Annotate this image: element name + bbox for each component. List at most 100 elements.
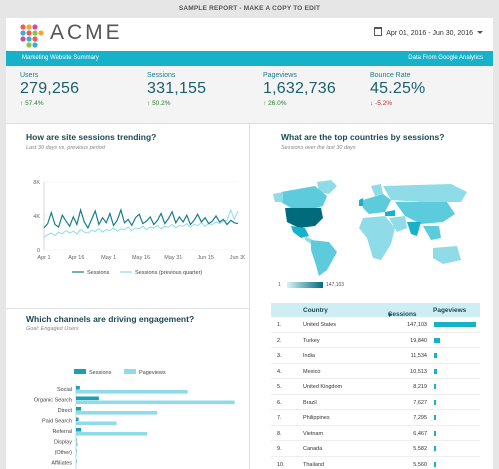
chevron-down-icon	[477, 31, 483, 34]
arrow-up-icon: ↑	[263, 100, 267, 107]
bar-pageviews	[76, 421, 117, 426]
sessions-line-chart: 0 4K 8K Apr 1 Apr 16 May 1 May 16 May 31 Jun 15 J…	[33, 180, 245, 276]
row-country: Vietnam	[303, 430, 324, 437]
row-rank: 6.	[277, 399, 282, 406]
world-map[interactable]	[271, 178, 476, 278]
bar-pageviews	[76, 390, 188, 394]
kpi-change: ↑ 57.4%	[20, 100, 79, 107]
kpi-label: Sessions	[147, 72, 176, 79]
table-row[interactable]: 8. Vietnam 6,467	[271, 426, 480, 441]
table-row[interactable]: 4. Mexico 10,513	[271, 364, 480, 379]
row-pageviews-bar	[434, 353, 438, 358]
row-sessions: 8,219	[413, 384, 427, 390]
row-country: Philippines	[303, 415, 330, 421]
bar-pageviews	[76, 400, 235, 405]
table-row[interactable]: 9. Canada 5,582	[271, 441, 480, 457]
bar-pageviews	[76, 453, 77, 457]
category-label: Paid Search	[42, 419, 72, 425]
map-united-states	[285, 208, 323, 228]
table-row[interactable]: 3. India 11,534	[271, 348, 480, 364]
row-country: Mexico	[303, 368, 321, 375]
bar-sessions	[76, 407, 82, 411]
row-pageviews-bar	[434, 399, 437, 405]
map-alaska	[273, 192, 283, 202]
map-turkey	[385, 210, 395, 216]
kpi-change-value: 26.0%	[268, 100, 287, 107]
kpi-value: 1,632,736	[263, 80, 336, 97]
row-pageviews-bar	[434, 322, 476, 327]
row-rank: 8.	[277, 430, 282, 437]
arrow-up-icon: ↑	[147, 100, 151, 107]
x-tick-label: Jun 15	[197, 255, 214, 261]
row-sessions: 147,103	[407, 322, 427, 328]
row-pageviews-bar	[434, 430, 436, 436]
map-russia	[383, 184, 467, 202]
kpi-change: ↑ 26.0%	[263, 100, 336, 107]
column-header-country[interactable]: Country	[303, 307, 328, 314]
map-greenland	[317, 180, 337, 194]
row-country: Canada	[303, 446, 323, 452]
legend-label: Sessions	[89, 370, 112, 376]
table-row[interactable]: 5. United Kingdom 8,219	[271, 379, 480, 395]
kpi-value: 331,155	[147, 80, 207, 97]
kpi-users: Users 279,256 ↑ 57.4%	[20, 72, 79, 107]
row-pageviews-bar	[434, 461, 436, 467]
row-rank: 4.	[277, 368, 282, 375]
logo-text: ACME	[50, 21, 123, 44]
map-color-scale	[287, 282, 323, 288]
date-range-control[interactable]: Apr 01, 2016 - Jun 30, 2016	[374, 27, 483, 37]
series-line-sessions	[43, 207, 239, 230]
row-sessions: 7,295	[413, 415, 427, 421]
bar-pageviews	[76, 411, 158, 415]
table-row[interactable]: 7. Philippines 7,295	[271, 410, 480, 426]
bar-sessions	[76, 396, 99, 401]
map-south-america	[311, 240, 337, 276]
row-sessions: 10,513	[410, 368, 427, 375]
report-subheader: Marketing Website Summary Data From Goog…	[6, 51, 493, 66]
sessions-trend-subtitle: Last 30 days vs. previous period	[26, 145, 105, 151]
category-label: Affiliates	[51, 461, 72, 467]
row-sessions: 19,840	[410, 337, 427, 344]
map-uk	[359, 198, 363, 206]
category-label: Organic Search	[34, 398, 72, 404]
row-country: United Kingdom	[303, 384, 343, 390]
kpi-label: Pageviews	[263, 72, 297, 79]
bar-sessions	[76, 417, 79, 422]
table-row[interactable]: 6. Brazil 7,627	[271, 395, 480, 410]
column-header-pageviews[interactable]: Pageviews	[433, 307, 467, 314]
kpi-change-value: 50.2%	[152, 100, 171, 107]
x-tick-label: May 1	[101, 255, 116, 261]
y-tick-label: 8K	[33, 180, 40, 186]
legend-label: Pageviews	[139, 370, 166, 376]
date-range-label: Apr 01, 2016 - Jun 30, 2016	[386, 30, 473, 37]
table-row[interactable]: 2. Turkey 19,840	[271, 333, 480, 348]
countries-table: Country Sessions ▾ Pageviews 1. United St…	[271, 303, 480, 469]
kpi-change-value: -5.2%	[375, 100, 393, 107]
row-country: Thailand	[303, 461, 325, 468]
bar-pageviews	[76, 442, 78, 447]
map-mexico	[291, 226, 309, 238]
map-canada	[281, 186, 327, 210]
row-rank: 2.	[277, 337, 282, 344]
bar-sessions	[76, 428, 82, 432]
table-row[interactable]: 1. United States 147,103	[271, 317, 480, 333]
row-rank: 9.	[277, 446, 282, 452]
report-canvas: ACME Apr 01, 2016 - Jun 30, 2016 Marketi…	[6, 18, 493, 469]
panel-divider	[249, 124, 250, 469]
bar-sessions	[76, 459, 77, 464]
y-tick-label: 0	[37, 248, 40, 254]
table-row[interactable]: 10. Thailand 5,560	[271, 457, 480, 469]
kpi-value: 279,256	[20, 80, 80, 97]
sample-report-banner: SAMPLE REPORT - MAKE A COPY TO EDIT	[0, 0, 499, 18]
x-tick-label: May 31	[164, 255, 182, 261]
sort-desc-icon: ▾	[388, 312, 392, 319]
category-label: Social	[57, 387, 72, 393]
row-pageviews-bar	[434, 337, 440, 343]
bar-pageviews	[76, 463, 77, 468]
row-sessions: 6,467	[413, 430, 427, 437]
legend-swatch-pageviews	[124, 369, 136, 374]
acme-logo-icon	[20, 24, 44, 48]
kpi-label: Bounce Rate	[370, 72, 411, 79]
row-pageviews-bar	[434, 415, 437, 420]
